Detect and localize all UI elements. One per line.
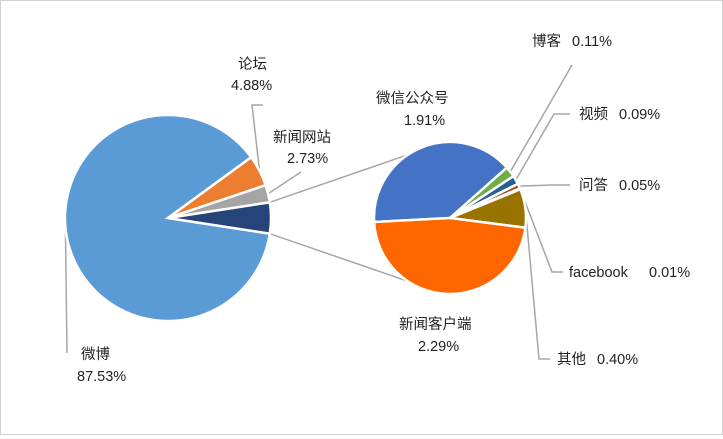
label-qa-name: 问答: [579, 177, 608, 194]
main-pie: [63, 113, 273, 323]
data-label-wechat: 微信公众号 1.91%: [376, 90, 449, 129]
label-facebook-value: 0.01%: [649, 265, 690, 281]
label-news-client-value: 2.29%: [418, 339, 459, 355]
label-luntan-value: 4.88%: [231, 78, 272, 94]
leader-blog: [509, 64, 573, 173]
label-other-name: 其他: [557, 351, 586, 368]
leader-lines: [64, 64, 573, 360]
main-slice-combined-other: [167, 200, 273, 236]
leader-weibo: [64, 226, 68, 354]
label-weibo-name: 微博: [81, 346, 110, 363]
leader-news-site: [267, 171, 302, 195]
label-video-value: 0.09%: [619, 107, 660, 123]
label-luntan-name: 论坛: [238, 56, 267, 73]
label-news-client-name: 新闻客户端: [399, 316, 472, 333]
leader-video: [515, 113, 570, 181]
data-label-qa: 问答 0.05%: [579, 177, 660, 194]
label-other-value: 0.40%: [597, 352, 638, 368]
data-label-blog: 博客 0.11%: [532, 33, 612, 50]
data-label-luntan: 论坛 4.88%: [231, 56, 272, 94]
secondary-slice-wechat: [372, 140, 509, 224]
secondary-pie: [372, 140, 528, 296]
label-qa-value: 0.05%: [619, 178, 660, 194]
leader-other: [524, 208, 550, 360]
label-weibo-value: 87.53%: [77, 369, 126, 385]
data-label-weibo: 微博 87.53%: [77, 346, 126, 385]
label-video-name: 视频: [579, 106, 608, 123]
label-facebook-name: facebook: [569, 265, 629, 281]
leader-qa: [518, 184, 570, 187]
data-label-news-site: 新闻网站 2.73%: [273, 129, 331, 167]
label-blog-value: 0.11%: [572, 34, 612, 50]
label-blog-name: 博客: [532, 33, 561, 50]
data-label-video: 视频 0.09%: [579, 106, 660, 123]
main-slice-weibo: [63, 113, 272, 323]
secondary-slice-news-client: [372, 216, 527, 296]
leader-luntan: [251, 104, 263, 171]
label-wechat-value: 1.91%: [404, 113, 445, 129]
label-news-site-value: 2.73%: [287, 151, 328, 167]
leader-facebook: [519, 188, 563, 273]
label-wechat-name: 微信公众号: [376, 90, 449, 107]
label-news-site-name: 新闻网站: [273, 129, 331, 146]
data-label-other: 其他 0.40%: [557, 351, 638, 368]
data-label-news-client: 新闻客户端 2.29%: [399, 316, 472, 355]
data-label-facebook: facebook 0.01%: [569, 265, 690, 281]
